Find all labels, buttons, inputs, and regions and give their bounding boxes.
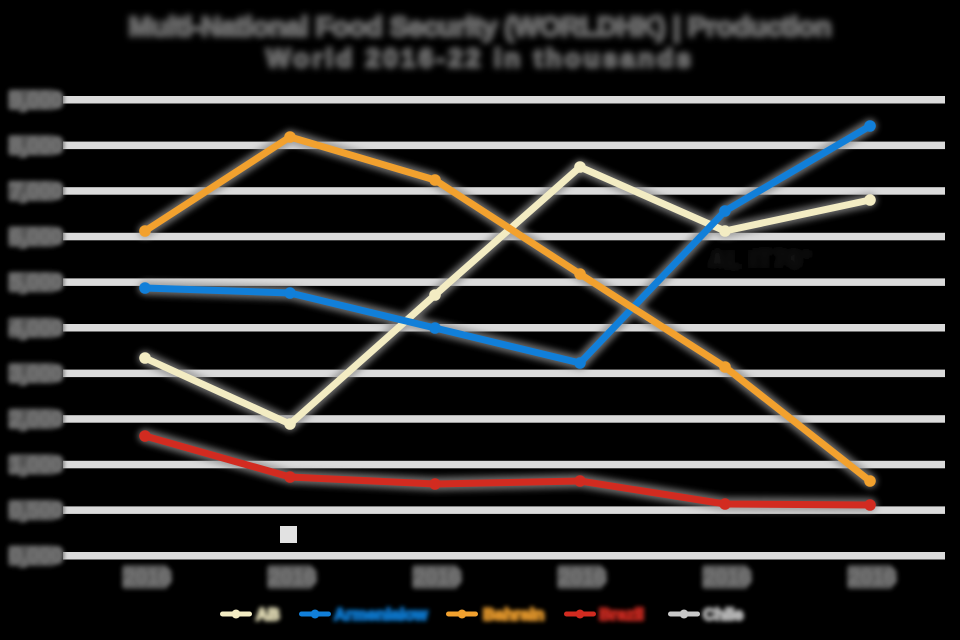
- svg-text:Bahrain: Bahrain: [483, 606, 544, 624]
- svg-text:AB: AB: [256, 606, 280, 624]
- svg-text:2,000: 2,000: [10, 408, 63, 431]
- svg-text:2016: 2016: [559, 566, 606, 589]
- svg-text:2016: 2016: [849, 566, 896, 589]
- svg-text:2016: 2016: [269, 566, 316, 589]
- svg-text:AL IT76°: AL IT76°: [708, 244, 812, 274]
- svg-text:0,500: 0,500: [10, 499, 63, 522]
- svg-text:6,000: 6,000: [10, 226, 63, 249]
- svg-text:2016: 2016: [704, 566, 751, 589]
- svg-text:1,000: 1,000: [10, 454, 63, 477]
- svg-text:Chile: Chile: [703, 606, 743, 624]
- svg-text:3,000: 3,000: [10, 362, 63, 385]
- svg-text:0,000: 0,000: [10, 545, 63, 568]
- svg-text:4,000: 4,000: [10, 317, 63, 340]
- svg-text:2016: 2016: [414, 566, 461, 589]
- svg-text:8,000: 8,000: [10, 134, 63, 157]
- svg-text:7,000: 7,000: [10, 180, 63, 203]
- svg-text:2016: 2016: [124, 566, 171, 589]
- svg-text:5,000: 5,000: [10, 271, 63, 294]
- svg-text:Brazil: Brazil: [599, 606, 644, 624]
- svg-text:Armenialow: Armenialow: [334, 606, 428, 624]
- svg-text:9,000: 9,000: [10, 89, 63, 112]
